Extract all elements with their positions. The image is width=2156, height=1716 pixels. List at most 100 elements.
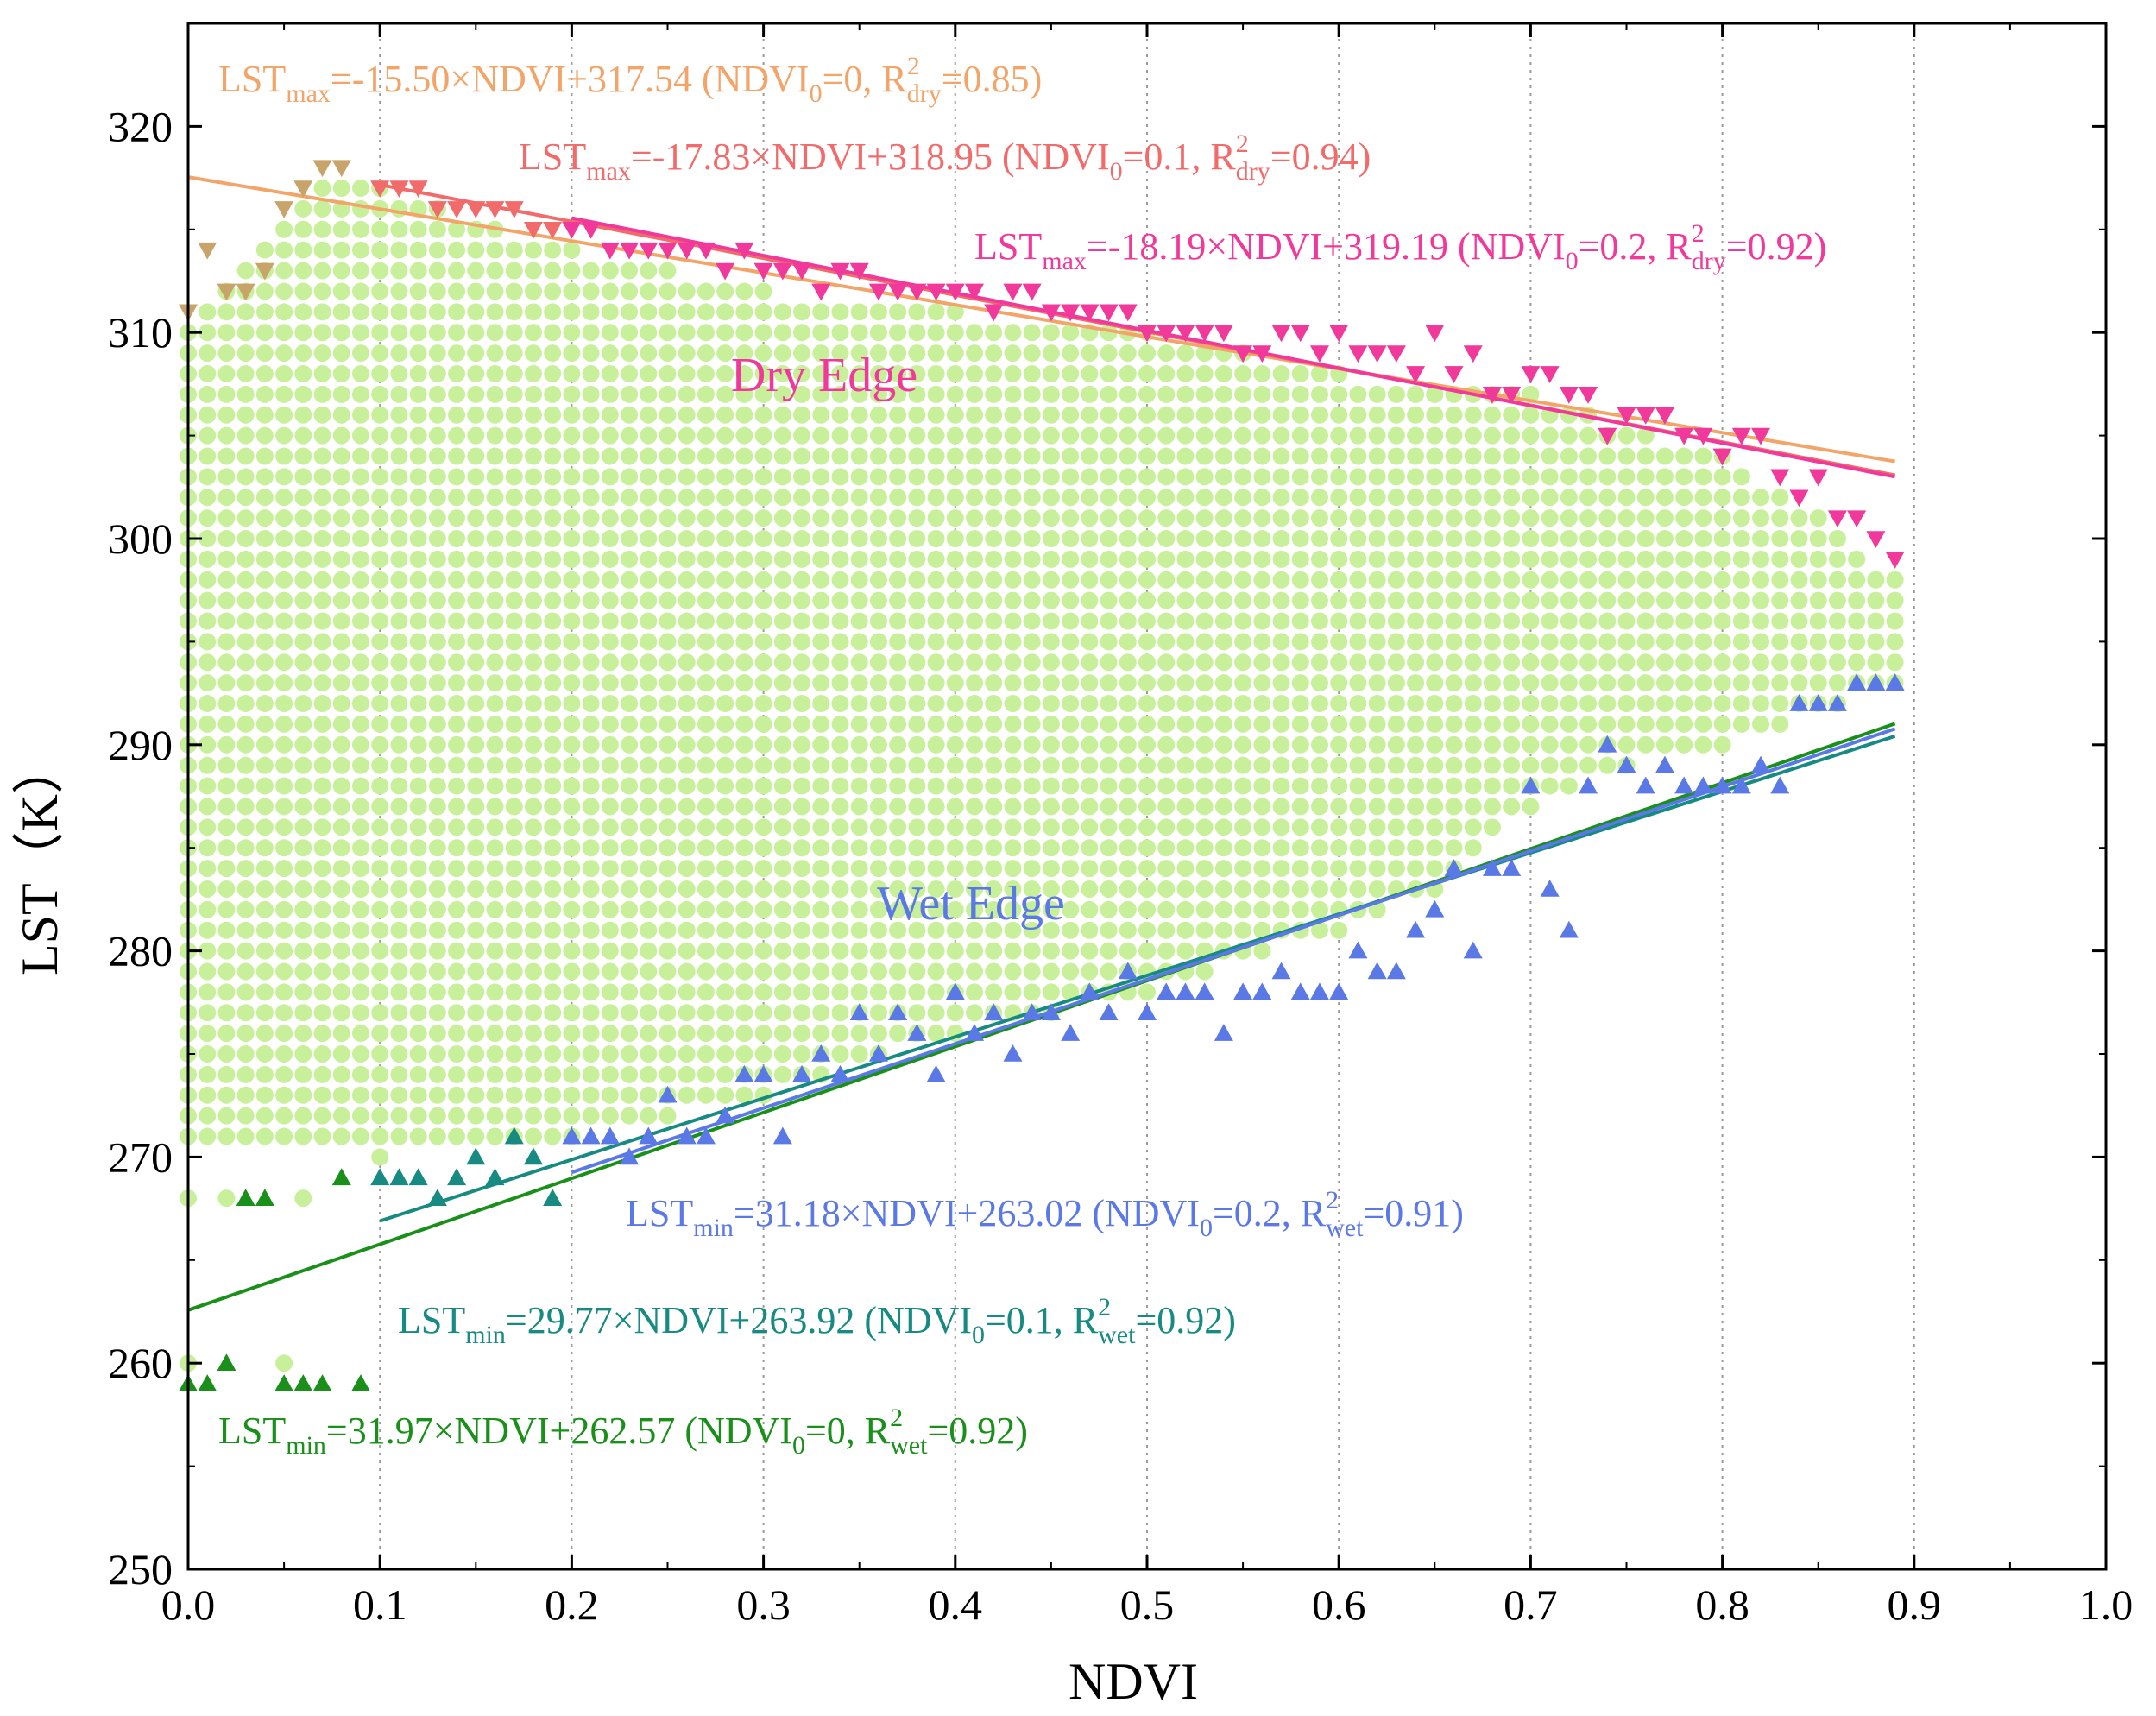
scatter-point [1771,695,1789,713]
scatter-point [236,612,255,630]
scatter-point [1023,406,1041,424]
scatter-point [812,571,830,589]
scatter-point [1541,756,1559,774]
scatter-point [1579,735,1598,754]
x-axis-title: NDVI [1069,1653,1198,1710]
scatter-point [1310,674,1328,692]
wet-point [1386,962,1406,980]
scatter-point [1062,406,1080,424]
scatter-point [1330,695,1348,713]
scatter-point [1330,571,1348,589]
scatter-point [1176,921,1195,939]
scatter-point [390,468,408,486]
scatter-point [697,426,715,445]
scatter-point [390,530,408,547]
dry-point [274,201,294,218]
scatter-point [332,1025,350,1043]
scatter-point [1522,633,1540,651]
scatter-point [1042,364,1060,382]
scatter-point [850,447,868,465]
scatter-point [505,983,523,1001]
scatter-point [966,695,984,713]
scatter-point [582,1025,600,1043]
scatter-point [544,839,562,857]
scatter-point [1445,447,1463,465]
scatter-point [467,777,485,795]
scatter-point [927,900,945,918]
scatter-point [390,674,408,692]
scatter-point [754,530,772,547]
scatter-point [1119,860,1137,878]
scatter-point [1464,633,1482,651]
scatter-point [640,942,658,960]
scatter-point [448,674,466,692]
scatter-point [1541,447,1559,465]
scatter-point [831,385,849,403]
scatter-point [1119,530,1137,547]
wet-point [293,1374,313,1391]
scatter-point [1253,653,1271,672]
scatter-point [1195,798,1214,816]
scatter-point [217,468,236,486]
scatter-point [1503,426,1521,445]
scatter-point [1483,695,1501,713]
scatter-point [1253,798,1271,816]
dry-point [600,242,620,260]
scatter-point [1732,674,1750,692]
scatter-point [199,385,217,403]
scatter-point [524,1045,542,1063]
scatter-point [1387,839,1405,857]
scatter-point [869,612,887,630]
scatter-point [927,489,945,507]
scatter-point [1464,489,1482,507]
scatter-point [1483,509,1501,527]
scatter-point [927,653,945,672]
wet-point [945,982,965,1000]
scatter-point [985,900,1003,918]
scatter-point [793,818,811,836]
scatter-point [255,385,274,403]
scatter-point [351,653,369,672]
scatter-point [908,798,926,816]
scatter-point [716,385,734,403]
scatter-point [1694,447,1712,465]
scatter-point [1387,591,1405,609]
scatter-point [735,653,753,672]
scatter-point [275,777,293,795]
scatter-point [1368,756,1386,774]
scatter-point [1234,509,1252,527]
scatter-point [544,921,562,939]
scatter-point [1023,530,1041,547]
scatter-point [735,550,753,568]
scatter-point [1426,839,1444,857]
scatter-point [1483,633,1501,651]
scatter-point [966,715,984,733]
scatter-point [1100,715,1118,733]
scatter-point [1157,426,1176,445]
scatter-point [659,715,677,733]
scatter-point [1176,818,1195,836]
scatter-point [1042,962,1060,981]
scatter-point [659,303,677,321]
scatter-point [1368,612,1386,630]
scatter-point [1157,798,1176,816]
scatter-point [1445,715,1463,733]
scatter-point [735,364,753,382]
scatter-point [1732,695,1750,713]
scatter-point [351,695,369,713]
scatter-point [754,550,772,568]
scatter-point [524,282,542,300]
scatter-point [1081,571,1099,589]
scatter-point [1387,468,1405,486]
scatter-point [1579,674,1598,692]
scatter-point [850,509,868,527]
scatter-point [1426,777,1444,795]
wet-point [504,1126,524,1145]
scatter-point [735,344,753,363]
scatter-point [428,324,446,342]
x-tick-label: 0.2 [545,1580,599,1629]
scatter-point [1694,735,1712,754]
scatter-point [1387,653,1405,672]
scatter-point [1655,612,1674,630]
scatter-point [1081,550,1099,568]
